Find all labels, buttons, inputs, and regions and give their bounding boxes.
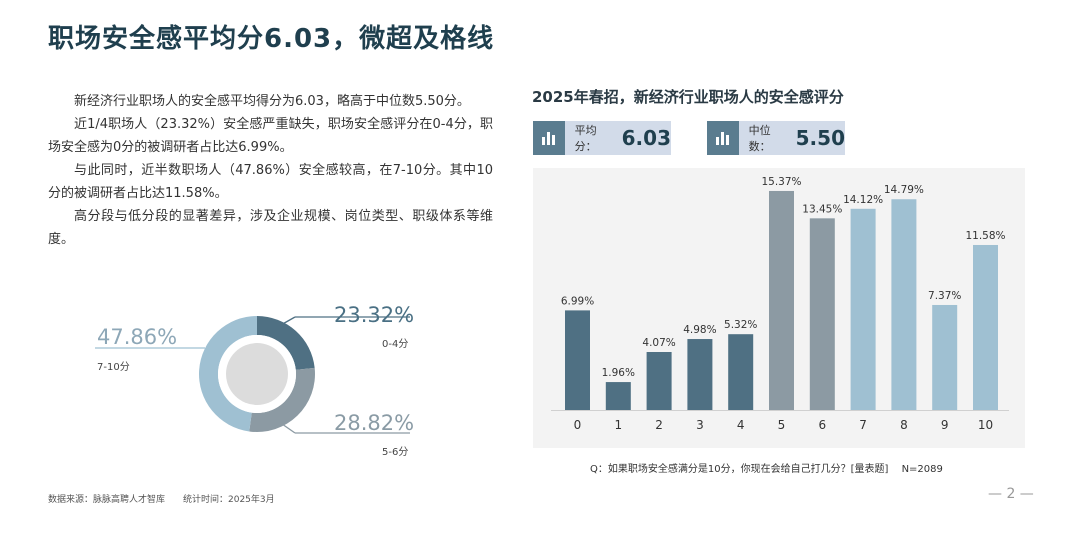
x-tick-label-0: 0 (574, 418, 582, 432)
bar-8 (891, 199, 917, 410)
x-tick-label-5: 5 (778, 418, 786, 432)
bar-value-label-4: 5.32% (724, 319, 757, 331)
median-label: 中位数： (748, 124, 771, 153)
bar-6 (809, 218, 835, 410)
bar-value-label-3: 4.98% (683, 324, 716, 336)
bar-value-label-1: 1.96% (602, 367, 635, 379)
donut-segment-0-4 (257, 316, 315, 370)
bar-4 (728, 334, 754, 410)
bar-value-label-10: 11.58% (965, 230, 1005, 242)
x-tick-label-7: 7 (859, 418, 867, 432)
page-title: 职场安全感平均分6.03，微超及格线 (48, 24, 495, 54)
x-tick-label-6: 6 (818, 418, 826, 432)
survey-footnote: Q：如果职场安全感满分是10分，你现在会给自己打几分？[量表题] N=2089 (590, 464, 943, 475)
bar-7 (850, 208, 876, 410)
x-tick-label-8: 8 (900, 418, 908, 432)
x-tick-label-1: 1 (614, 418, 622, 432)
bar-1 (605, 382, 631, 410)
page-number: — 2 — (988, 486, 1034, 502)
bar-0 (565, 310, 590, 410)
bar-value-label-9: 7.37% (928, 290, 961, 302)
donut-chart: 23.32% 0-4分 28.82% 5-6分 47.86% 7-10分 (0, 290, 520, 470)
bar-9 (932, 304, 958, 410)
intro-paragraph-4: 高分段与低分段的显著差异，涉及企业规模、岗位类型、职级体系等维度。 (48, 209, 493, 247)
bar-value-label-2: 4.07% (642, 337, 675, 349)
bar-chart-icon (707, 121, 739, 155)
bar-value-label-0: 6.99% (561, 295, 594, 307)
bar-5 (769, 190, 794, 410)
bar-chart: 6.99% 0 1.96% 1 4.07% 2 4.98% 3 5.32% 4 15.37% 5 13.… (533, 168, 1025, 448)
bar-3 (687, 339, 713, 410)
intro-paragraph-1: 新经济行业职场人的安全感平均得分为6.03，略高于中位数5.50分。 (74, 94, 470, 109)
median-stat-box: 中位数： 5.50 (707, 121, 845, 155)
donut-segment-7-10 (198, 316, 257, 432)
x-tick-label-3: 3 (696, 418, 704, 432)
bar-value-label-6: 13.45% (802, 203, 842, 215)
donut-svg (95, 316, 410, 434)
donut-label-7-10: 7-10分 (97, 362, 130, 373)
mean-value: 6.03 (621, 126, 671, 150)
intro-paragraph-3: 与此同时，近半数职场人（47.86%）安全感较高，在7-10分。其中10分的被调… (48, 163, 493, 201)
median-value: 5.50 (795, 126, 845, 150)
donut-value-5-6: 28.82% (334, 411, 415, 435)
data-source: 数据来源：脉脉高聘人才智库 统计时间：2025年3月 (48, 495, 275, 505)
donut-segment-5-6 (249, 367, 315, 432)
intro-text: 新经济行业职场人的安全感平均得分为6.03，略高于中位数5.50分。 近1/4职… (48, 90, 493, 251)
bar-value-label-8: 14.79% (884, 184, 924, 196)
mean-stat-box: 平均分： 6.03 (533, 121, 671, 155)
intro-paragraph-2: 近1/4职场人（23.32%）安全感严重缺失，职场安全感评分在0-4分，职场安全… (48, 117, 493, 155)
bar-2 (646, 352, 672, 410)
bar-value-label-7: 14.12% (843, 194, 883, 206)
chart-title: 2025年春招，新经济行业职场人的安全感评分 (532, 88, 844, 106)
donut-value-7-10: 47.86% (97, 325, 178, 349)
donut-label-5-6: 5-6分 (382, 447, 409, 458)
x-tick-label-4: 4 (737, 418, 745, 432)
mean-label: 平均分： (574, 124, 597, 153)
bar-chart-svg: 6.99% 0 1.96% 1 4.07% 2 4.98% 3 5.32% 4 15.37% 5 13.… (551, 176, 1009, 432)
x-tick-label-9: 9 (941, 418, 949, 432)
x-tick-label-10: 10 (978, 418, 993, 432)
x-tick-label-2: 2 (655, 418, 663, 432)
donut-center (226, 343, 288, 405)
bar-10 (973, 244, 998, 410)
bar-chart-icon (533, 121, 565, 155)
donut-value-0-4: 23.32% (334, 303, 415, 327)
bar-value-label-5: 15.37% (761, 176, 801, 188)
donut-label-0-4: 0-4分 (382, 339, 409, 350)
